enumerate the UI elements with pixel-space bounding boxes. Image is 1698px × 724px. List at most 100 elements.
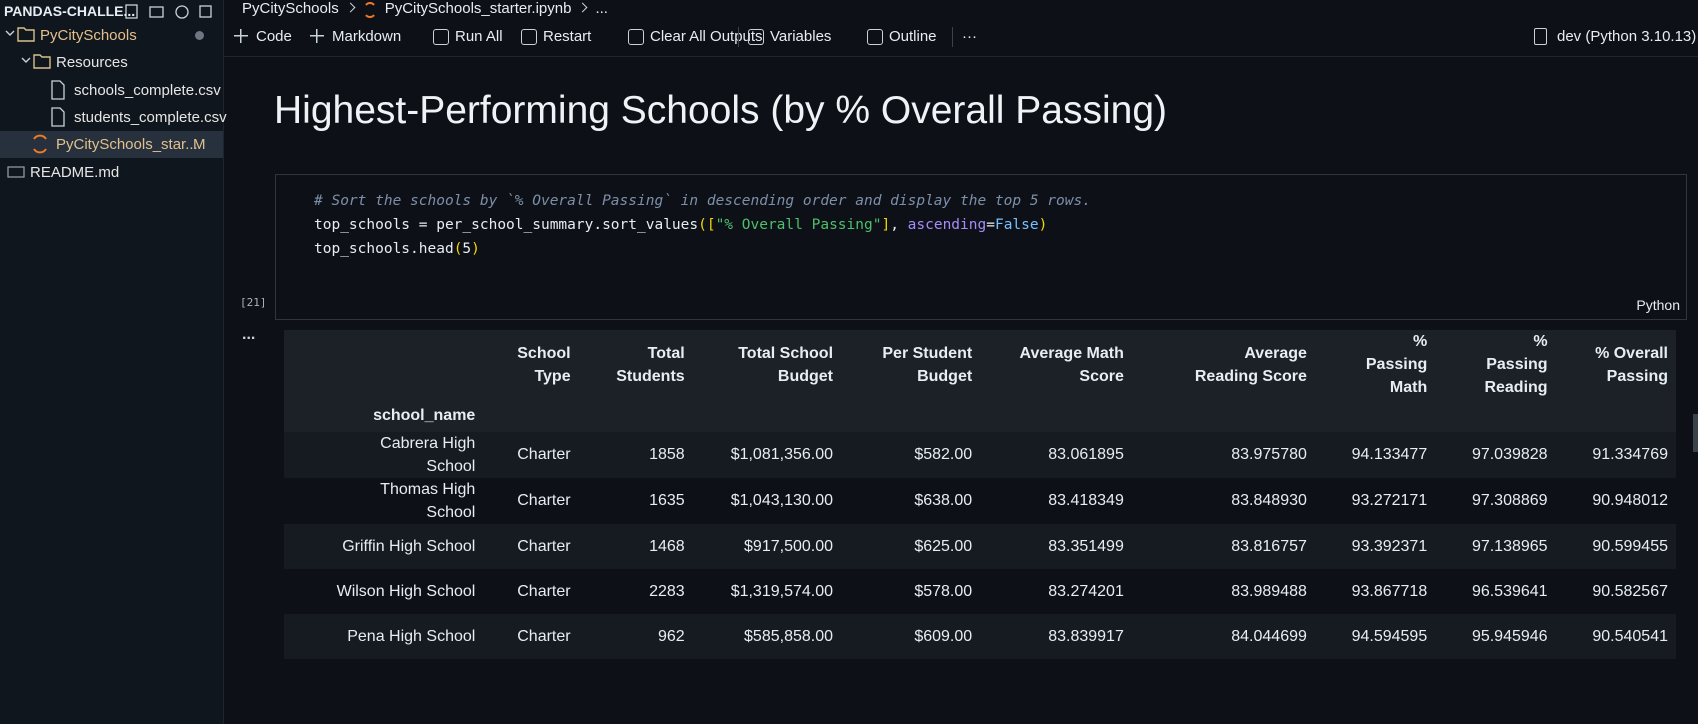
toolbar-button[interactable]: Restart — [543, 28, 592, 45]
data-row: Thomas High School Charter 1635 $1,043,130.… — [284, 478, 1676, 524]
tree-item[interactable]: students_complete.csv — [0, 104, 227, 131]
row-index: Pena High School — [284, 614, 484, 659]
row-index-text: Cabrera High School — [380, 435, 476, 475]
column-header-text: Total School Budget — [738, 344, 834, 385]
table-cell: $625.00 — [841, 524, 981, 569]
table-cell: 83.816757 — [1131, 524, 1315, 569]
table-cell: 96.539641 — [1435, 569, 1556, 614]
kernel-icon — [1534, 28, 1547, 45]
toolbar-button[interactable]: ··· — [962, 28, 977, 45]
data-row: Cabrera High School Charter 1858 $1,081,356… — [284, 432, 1676, 478]
output-marker[interactable]: ... — [242, 326, 256, 343]
code-line: top_schools = per_school_summary.sort_va… — [314, 217, 1047, 233]
breadcrumb-sep — [578, 2, 588, 13]
breadcrumb-item[interactable]: PyCitySchools — [242, 0, 339, 17]
column-header: Total School Budget — [692, 330, 842, 399]
table-cell: 93.867718 — [1314, 569, 1436, 614]
index-name: school_name — [284, 399, 484, 432]
table-cell: 97.138965 — [1435, 524, 1556, 569]
kernel-picker[interactable]: dev (Python 3.10.13) — [1557, 28, 1697, 45]
row-index: Wilson High School — [284, 569, 484, 614]
tree-label: PyCitySchools — [40, 27, 137, 44]
breadcrumb-item[interactable]: ... — [595, 0, 608, 17]
blank-cell — [692, 399, 842, 432]
git-badge: M — [193, 136, 206, 153]
table-cell: Charter — [483, 569, 579, 614]
table-cell: 97.039828 — [1435, 432, 1556, 478]
toolbar-icon — [310, 29, 324, 43]
tree-item[interactable]: PyCitySchools — [0, 22, 223, 49]
table-cell: $917,500.00 — [692, 524, 842, 569]
toolbar-icon — [433, 29, 449, 45]
table-cell: $1,319,574.00 — [692, 569, 842, 614]
blank-cell — [1314, 399, 1436, 432]
table-cell: 83.975780 — [1131, 432, 1315, 478]
table-cell: $638.00 — [841, 478, 981, 524]
row-index-text: Griffin High School — [342, 538, 476, 555]
tree-label: students_complete.csv — [74, 109, 227, 126]
table-cell: 2283 — [578, 569, 693, 614]
table-cell: 90.582567 — [1555, 569, 1676, 614]
column-header: Average Reading Score — [1131, 330, 1315, 399]
code-cell[interactable]: # Sort the schools by `% Overall Passing… — [275, 174, 1687, 320]
code-token: ( — [453, 241, 463, 257]
header-row: School Type Total Students Total School Bu… — [284, 330, 1676, 399]
table-cell: 83.351499 — [980, 524, 1132, 569]
tree-item[interactable]: schools_complete.csv — [0, 77, 223, 104]
tree-label: Resources — [56, 54, 128, 71]
tree-item[interactable]: README.md — [0, 159, 223, 186]
toolbar-button[interactable]: Outline — [889, 28, 937, 45]
table-cell: 83.418349 — [980, 478, 1132, 524]
table-cell: 83.839917 — [980, 614, 1132, 659]
row-index-text: Thomas High School — [380, 481, 476, 521]
code-token: ) — [471, 241, 480, 257]
table-cell: $1,043,130.00 — [692, 478, 842, 524]
table-cell: 83.848930 — [1131, 478, 1315, 524]
cell-language[interactable]: Python — [1636, 297, 1680, 313]
table-cell: 94.133477 — [1314, 432, 1436, 478]
table-cell: $578.00 — [841, 569, 981, 614]
breadcrumb-item[interactable]: PyCitySchools_starter.ipynb — [384, 0, 572, 17]
column-header-text: % Overall Passing — [1595, 344, 1668, 385]
table-cell: $1,081,356.00 — [692, 432, 842, 478]
code-token: "% Overall Passing" — [715, 217, 882, 233]
column-header: % Overall Passing — [1555, 330, 1676, 399]
output-table: School Type Total Students Total School Bu… — [284, 330, 1676, 659]
data-row: Pena High School Charter 962 $585,858.00 $60… — [284, 614, 1676, 659]
code-token: # Sort the schools by `% Overall Passing… — [314, 193, 1091, 209]
tree-icon — [5, 27, 35, 42]
toolbar-button[interactable]: Clear All Outputs — [650, 28, 763, 45]
toolbar-icon — [748, 29, 764, 45]
row-index-text: Pena High School — [347, 628, 476, 645]
tree-item[interactable]: PyCitySchools_star... M — [0, 131, 223, 158]
markdown-heading: Highest-Performing Schools (by % Overall… — [274, 89, 1168, 132]
toolbar-button[interactable]: Run All — [455, 28, 503, 45]
tree-icon — [51, 107, 65, 127]
column-header-text: Total Students — [616, 344, 685, 385]
data-row: Wilson High School Charter 2283 $1,319,574.… — [284, 569, 1676, 614]
toolbar-button[interactable]: Code — [256, 28, 292, 45]
row-index: Griffin High School — [284, 524, 484, 569]
explorer-title: PANDAS-CHALLE... — [4, 3, 136, 19]
toolbar-button[interactable]: Variables — [770, 28, 832, 45]
table-cell: 1635 — [578, 478, 693, 524]
explorer: PANDAS-CHALLE... PyCitySchools Resources sc… — [0, 0, 227, 724]
blank-cell — [1435, 399, 1556, 432]
code-line: # Sort the schools by `% Overall Passing… — [314, 193, 1091, 209]
table-cell: 1858 — [578, 432, 693, 478]
table-cell: 90.540541 — [1555, 614, 1676, 659]
column-header-text: % Passing Math — [1365, 333, 1428, 396]
column-header-text: Per Student Budget — [882, 344, 973, 385]
column-header-text: Average Math Score — [1019, 344, 1124, 385]
modified-dot — [195, 31, 204, 40]
toolbar-button[interactable]: Markdown — [332, 28, 402, 45]
column-header-text: % Passing Reading — [1484, 333, 1548, 396]
table-cell: 83.274201 — [980, 569, 1132, 614]
table-cell: 93.392371 — [1314, 524, 1436, 569]
table-cell: 83.989488 — [1131, 569, 1315, 614]
code-line: top_schools.head(5) — [314, 241, 480, 257]
blank-cell — [483, 399, 579, 432]
tree-icon — [21, 54, 51, 69]
tree-item[interactable]: Resources — [0, 49, 223, 76]
